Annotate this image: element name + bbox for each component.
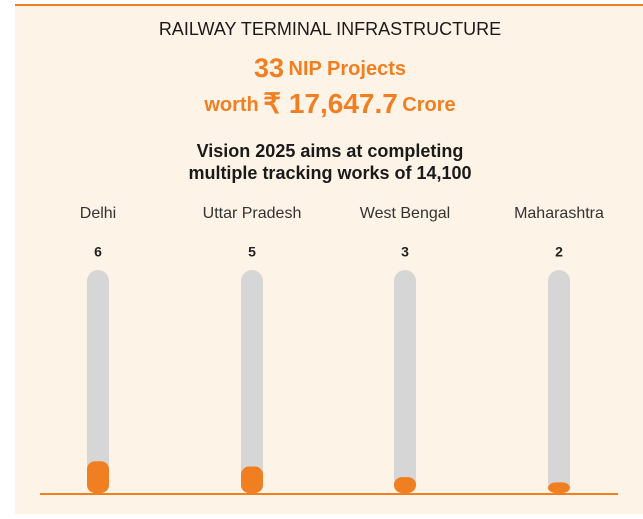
headline: 33 NIP Projects <box>254 53 406 83</box>
track <box>394 270 416 494</box>
value-label: 2 <box>555 244 563 260</box>
chart-title: RAILWAY TERMINAL INFRASTRUCTURE <box>159 19 501 39</box>
worth-text: worth <box>203 94 258 116</box>
category-label: Delhi <box>80 205 116 222</box>
value-label: 5 <box>248 244 256 260</box>
bar <box>394 477 416 493</box>
subtitle-line: multiple tracking works of 14,100 <box>188 163 471 183</box>
category-label: West Bengal <box>360 205 450 222</box>
bar <box>87 461 109 493</box>
headline-text: NIP Projects <box>289 58 406 80</box>
headline-number: 33 <box>254 53 284 83</box>
worth-unit: Crore <box>402 94 455 116</box>
value-label: 6 <box>94 244 102 260</box>
headline-worth: worth ₹ 17,647.7 Crore <box>203 88 455 119</box>
category-label: Maharashtra <box>514 205 604 222</box>
value-label: 3 <box>401 244 409 260</box>
bar <box>241 466 263 493</box>
track <box>87 270 109 494</box>
track <box>548 270 570 494</box>
track <box>241 270 263 494</box>
category-label: Uttar Pradesh <box>203 205 302 222</box>
panel <box>15 4 643 514</box>
subtitle-line: Vision 2025 aims at completing <box>197 141 464 161</box>
worth-amount: ₹ 17,647.7 <box>263 88 398 119</box>
bar <box>548 482 570 493</box>
bars: Delhi 6 Uttar Pradesh 5 West Bengal 3 Maharash… <box>80 205 604 494</box>
